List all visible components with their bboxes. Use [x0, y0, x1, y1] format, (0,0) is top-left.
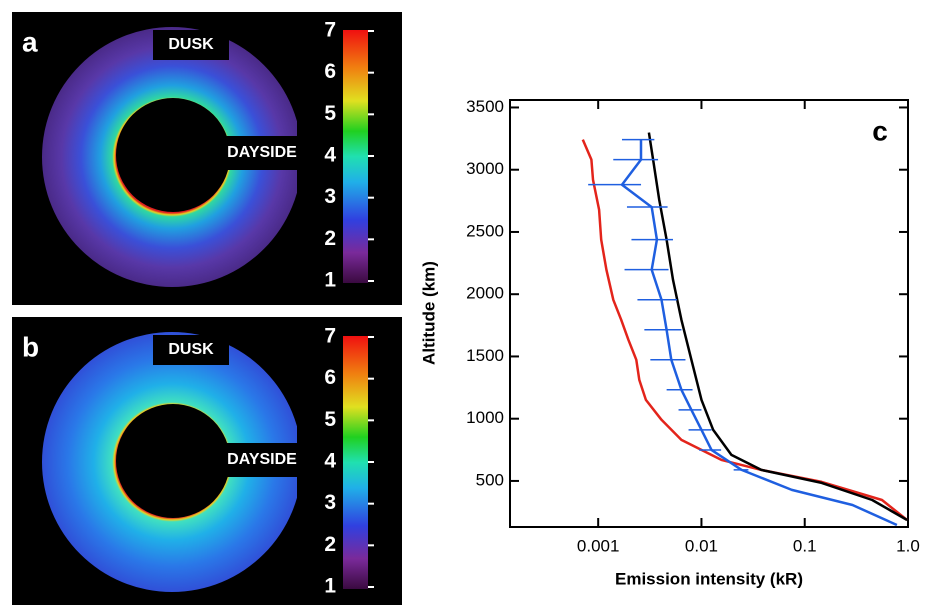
y-tick-label: 2000: [466, 284, 504, 303]
ring-image: [42, 27, 297, 287]
x-tick-label: 1.0: [896, 536, 920, 555]
y-tick-label: 3500: [466, 97, 504, 116]
y-tick-label: 1500: [466, 346, 504, 365]
y-tick-label: 3000: [466, 159, 504, 178]
colorbar-tick-label: 1: [324, 269, 336, 292]
colorbar-tick-label: 4: [324, 450, 336, 473]
colorbar-tick-label: 3: [324, 491, 336, 514]
ring-image: [42, 332, 297, 592]
x-axis-label: Emission intensity (kR): [615, 569, 803, 588]
colorbar: [343, 336, 368, 589]
y-tick-label: 1000: [466, 408, 504, 427]
colorbar-tick-label: 6: [324, 60, 336, 83]
dayside-label: DAYSIDE: [227, 144, 297, 161]
label-box: [153, 335, 229, 365]
panel-label: b: [22, 331, 39, 362]
panel-a: DUSK DAYSIDE a 1 2 3 4 5 6 7: [12, 12, 402, 305]
colorbar-tick-label: 6: [324, 366, 336, 389]
y-axis-label: Altitude (km): [419, 261, 438, 365]
dusk-label: DUSK: [168, 36, 214, 53]
plot-frame: [509, 99, 909, 528]
colorbar-tick-label: 4: [324, 144, 336, 167]
profile-line: [647, 132, 908, 522]
colorbar-tick-label: 7: [324, 325, 336, 348]
dayside-label: DAYSIDE: [227, 451, 297, 468]
chart: c Emission intensity (kR) Altitude (km) …: [419, 97, 919, 589]
colorbar-tick-label: 1: [324, 575, 336, 598]
panel-b: DUSK DAYSIDE b 1 2 3 4 5 6 7: [12, 317, 402, 605]
panel-label: a: [22, 26, 38, 57]
label-box: [222, 136, 302, 170]
label-box: [222, 443, 302, 477]
colorbar-tick-label: 5: [324, 102, 336, 125]
panel-label: c: [872, 115, 888, 146]
colorbar: [343, 30, 368, 283]
x-tick-label: 0.001: [577, 536, 620, 555]
x-tick-label: 0.1: [793, 536, 817, 555]
colorbar-tick-label: 5: [324, 408, 336, 431]
colorbar-tick-label: 3: [324, 185, 336, 208]
colorbar-tick-label: 2: [324, 533, 336, 556]
colorbar-tick-label: 7: [324, 19, 336, 42]
colorbar-tick-label: 2: [324, 227, 336, 250]
label-box: [153, 30, 229, 60]
profile-line: [620, 139, 898, 527]
x-tick-label: 0.01: [685, 536, 718, 555]
y-tick-label: 2500: [466, 221, 504, 240]
y-tick-label: 500: [476, 470, 504, 489]
dusk-label: DUSK: [168, 341, 214, 358]
